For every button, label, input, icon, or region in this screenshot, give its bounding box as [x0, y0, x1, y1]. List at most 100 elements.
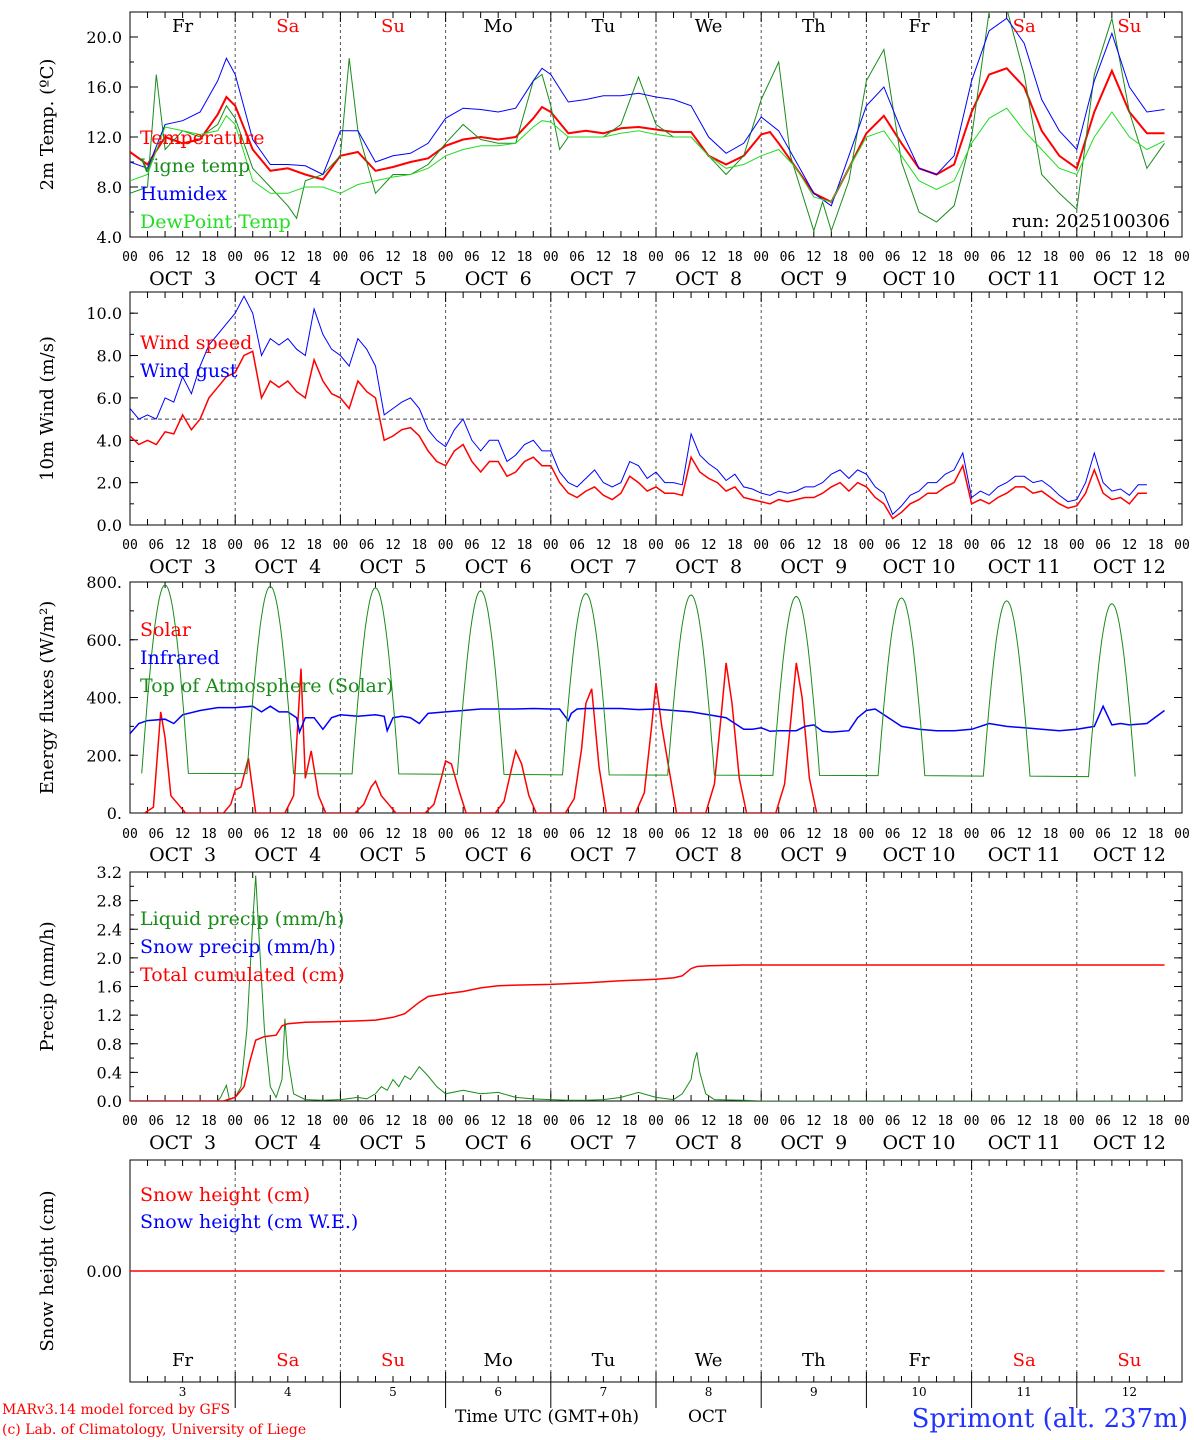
date-label: OCT 8: [675, 556, 742, 578]
y-tick-label: 0.0: [97, 1092, 122, 1111]
series-line-liquid-precip-mm-h-: [130, 875, 1165, 1101]
date-label: OCT 11: [988, 268, 1061, 290]
hour-tick-label: 18: [517, 538, 533, 553]
date-label: OCT 4: [254, 844, 321, 866]
hour-tick-label: 18: [1043, 250, 1059, 265]
hour-tick-label: 00: [227, 250, 243, 265]
date-label: OCT 6: [465, 1132, 532, 1154]
hour-tick-label: 12: [1016, 827, 1032, 842]
legend-entry: Wind speed: [140, 332, 252, 354]
panel-flux: 0. 200. 400. 600. 800. Energy fluxes (W/m²) So…: [37, 573, 1190, 866]
hour-tick-label: 12: [1016, 250, 1032, 265]
legend-entry: Temperature: [140, 127, 264, 149]
hour-tick-label: 18: [937, 538, 953, 553]
hour-tick-label: 06: [569, 538, 585, 553]
hour-tick-label: 00: [122, 1114, 138, 1129]
date-label: OCT 9: [780, 844, 847, 866]
hour-tick-label: 00: [964, 1114, 980, 1129]
run-annotation: run: 2025100306: [1012, 211, 1170, 232]
hour-tick-label: 12: [596, 1114, 612, 1129]
date-label: OCT 12: [1093, 1132, 1166, 1154]
date-label: OCT 12: [1093, 268, 1166, 290]
y-axis-label: Energy fluxes (W/m²): [37, 601, 58, 795]
hour-tick-label: 12: [911, 1114, 927, 1129]
hour-tick-label: 00: [753, 827, 769, 842]
panel-snow: 0.00 Snow height (cm) Snow height (cm) Snow…: [37, 1159, 1183, 1408]
hour-tick-label: 00: [122, 250, 138, 265]
hour-tick-label: 18: [1148, 538, 1164, 553]
day-name: Su: [381, 1350, 405, 1371]
hour-tick-label: 06: [674, 538, 690, 553]
legend-entry: Snow height (cm): [140, 1184, 310, 1206]
legend-entry: Liquid precip (mm/h): [140, 908, 344, 930]
date-label: OCT 12: [1093, 844, 1166, 866]
hour-tick-label: 18: [306, 250, 322, 265]
date-label: OCT 9: [780, 556, 847, 578]
hour-tick-label: 18: [517, 1114, 533, 1129]
hour-tick-label: 18: [727, 1114, 743, 1129]
date-label: OCT 12: [1093, 556, 1166, 578]
hour-tick-label: 18: [937, 827, 953, 842]
legend-entry: Snow height (cm W.E.): [140, 1211, 358, 1233]
hour-tick-label: 00: [859, 538, 875, 553]
date-label: OCT 5: [360, 268, 427, 290]
footer-model: MARv3.14 model forced by GFS: [2, 1402, 230, 1418]
hour-tick-label: 12: [385, 827, 401, 842]
day-name: Tu: [592, 16, 616, 37]
hour-tick-label: 00: [543, 250, 559, 265]
panel-precip: 0.0 0.4 0.8 1.2 1.6 2.0 2.4 2.8 3.2 Precip (mm/h)…: [37, 863, 1190, 1154]
date-label: OCT 7: [570, 1132, 637, 1154]
hour-tick-label: 12: [280, 538, 296, 553]
legend-entry: Vigne temp: [139, 155, 250, 177]
footer-time-label: Time UTC (GMT+0h): [455, 1407, 639, 1427]
hour-tick-label: 00: [227, 1114, 243, 1129]
hour-tick-label: 06: [464, 538, 480, 553]
hour-tick-label: 12: [175, 827, 191, 842]
y-axis-label: Precip (mm/h): [37, 921, 58, 1051]
hour-tick-label: 06: [464, 1114, 480, 1129]
hour-tick-label: 12: [911, 538, 927, 553]
hour-tick-label: 00: [964, 250, 980, 265]
y-tick-label: 8.0: [97, 347, 122, 366]
footer-month: OCT: [688, 1407, 727, 1427]
legend-entry: Solar: [140, 619, 192, 641]
y-tick-label: 4.0: [97, 431, 122, 450]
hour-tick-label: 06: [569, 827, 585, 842]
hour-tick-label: 18: [411, 827, 427, 842]
hour-tick-label: 12: [701, 250, 717, 265]
hour-tick-label: 06: [254, 250, 270, 265]
hour-tick-label: 00: [1174, 250, 1190, 265]
day-name: Su: [1117, 16, 1141, 37]
hour-tick-label: 06: [990, 1114, 1006, 1129]
hour-tick-label: 00: [1174, 1114, 1190, 1129]
series-line-solar: [144, 662, 818, 813]
date-label: OCT 11: [988, 556, 1061, 578]
day-name: Mo: [484, 1350, 513, 1371]
hour-tick-label: 00: [859, 827, 875, 842]
hour-tick-label: 12: [701, 827, 717, 842]
hour-tick-label: 06: [885, 250, 901, 265]
y-tick-label: 1.6: [97, 978, 122, 997]
hour-tick-label: 18: [832, 538, 848, 553]
day-name: Mo: [484, 16, 513, 37]
hour-tick-label: 12: [385, 250, 401, 265]
hour-tick-label: 00: [438, 538, 454, 553]
hour-tick-label: 06: [1095, 250, 1111, 265]
hour-tick-label: 00: [648, 250, 664, 265]
hour-tick-label: 18: [201, 250, 217, 265]
hour-tick-label: 06: [359, 1114, 375, 1129]
date-label: OCT 10: [882, 556, 955, 578]
hour-tick-label: 06: [780, 1114, 796, 1129]
hour-tick-label: 18: [306, 1114, 322, 1129]
hour-tick-label: 06: [990, 827, 1006, 842]
y-tick-label: 8.0: [97, 178, 122, 197]
y-tick-label: 0.8: [97, 1035, 122, 1054]
hour-tick-label: 06: [674, 827, 690, 842]
day-name: Tu: [592, 1350, 616, 1371]
hour-tick-label: 06: [148, 827, 164, 842]
hour-tick-label: 12: [1122, 827, 1138, 842]
hour-tick-label: 00: [438, 1114, 454, 1129]
hour-tick-label: 18: [517, 250, 533, 265]
hour-tick-label: 12: [490, 827, 506, 842]
date-label: OCT 11: [988, 844, 1061, 866]
